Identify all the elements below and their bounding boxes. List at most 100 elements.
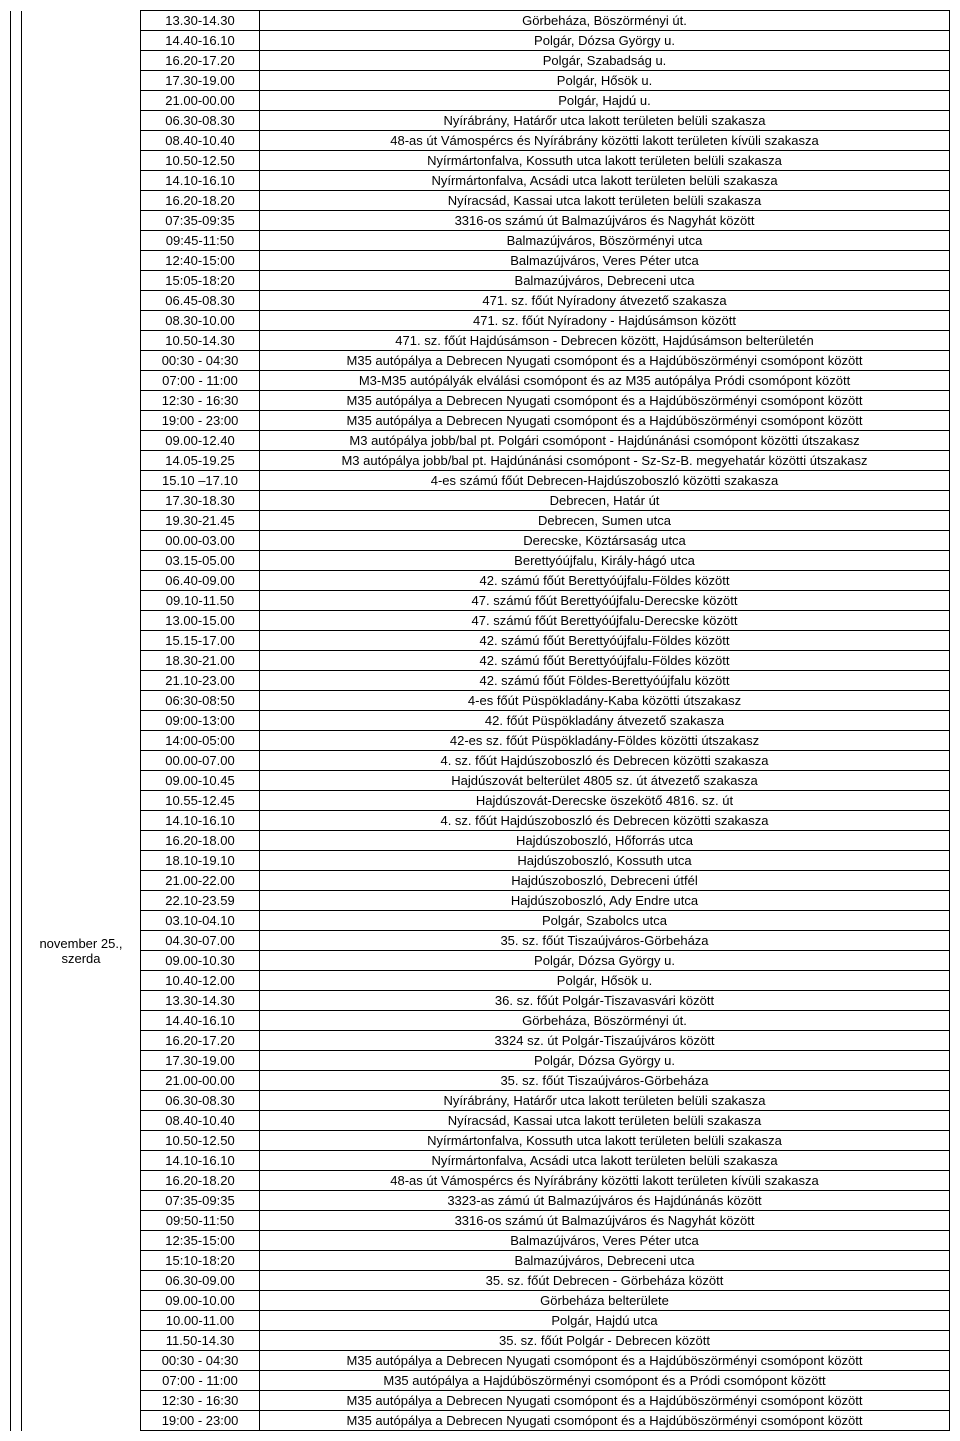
time-cell: 13.30-14.30 <box>141 11 260 31</box>
location-cell: 42. számú főút Berettyóújfalu-Földes köz… <box>260 571 950 591</box>
table-row: 09:00-13:0042. főút Püspökladány átvezet… <box>11 711 950 731</box>
table-row: 16.20-18.20Nyíracsád, Kassai utca lakott… <box>11 191 950 211</box>
time-cell: 12:30 - 16:30 <box>141 1391 260 1411</box>
location-cell: Polgár, Dózsa György u. <box>260 31 950 51</box>
location-cell: 42-es sz. főút Püspökladány-Földes közöt… <box>260 731 950 751</box>
location-cell: Berettyóújfalu, Király-hágó utca <box>260 551 950 571</box>
time-cell: 15.15-17.00 <box>141 631 260 651</box>
table-row: 15.15-17.0042. számú főút Berettyóújfalu… <box>11 631 950 651</box>
time-cell: 03.10-04.10 <box>141 911 260 931</box>
table-row: 07:35-09:353323-as zámú út Balmazújváros… <box>11 1191 950 1211</box>
location-cell: M35 autópálya a Debrecen Nyugati csomópo… <box>260 1351 950 1371</box>
location-cell: Balmazújváros, Veres Péter utca <box>260 1231 950 1251</box>
table-row: 16.20-18.2048-as út Vámospércs és Nyíráb… <box>11 1171 950 1191</box>
time-cell: 14:00-05:00 <box>141 731 260 751</box>
location-cell: 4-es főút Püspökladány-Kaba közötti útsz… <box>260 691 950 711</box>
location-cell: 35. sz. főút Polgár - Debrecen között <box>260 1331 950 1351</box>
time-cell: 15:10-18:20 <box>141 1251 260 1271</box>
table-row: 12:35-15:00Balmazújváros, Veres Péter ut… <box>11 1231 950 1251</box>
table-row: 08.30-10.00471. sz. főút Nyíradony - Haj… <box>11 311 950 331</box>
time-cell: 07:00 - 11:00 <box>141 371 260 391</box>
location-cell: Debrecen, Sumen utca <box>260 511 950 531</box>
location-cell: 3316-os számú út Balmazújváros és Nagyhá… <box>260 1211 950 1231</box>
location-cell: 471. sz. főút Nyíradony - Hajdúsámson kö… <box>260 311 950 331</box>
location-cell: 4. sz. főút Hajdúszoboszló és Debrecen k… <box>260 811 950 831</box>
location-cell: Hajdúszovát-Derecske öszekötő 4816. sz. … <box>260 791 950 811</box>
time-cell: 17.30-19.00 <box>141 1051 260 1071</box>
location-cell: Polgár, Hősök u. <box>260 71 950 91</box>
location-cell: 3323-as zámú út Balmazújváros és Hajdúná… <box>260 1191 950 1211</box>
location-cell: Hajdúszoboszló, Debreceni útfél <box>260 871 950 891</box>
time-cell: 06.40-09.00 <box>141 571 260 591</box>
outer-spacer <box>11 11 22 471</box>
location-cell: Polgár, Szabolcs utca <box>260 911 950 931</box>
location-cell: 47. számú főút Berettyóújfalu-Derecske k… <box>260 611 950 631</box>
location-cell: M35 autópálya a Debrecen Nyugati csomópo… <box>260 411 950 431</box>
table-row: 19:00 - 23:00M35 autópálya a Debrecen Ny… <box>11 1411 950 1431</box>
table-row: 16.20-18.00Hajdúszoboszló, Hőforrás utca <box>11 831 950 851</box>
time-cell: 16.20-18.20 <box>141 191 260 211</box>
time-cell: 04.30-07.00 <box>141 931 260 951</box>
time-cell: 06.45-08.30 <box>141 291 260 311</box>
table-row: 10.55-12.45Hajdúszovát-Derecske öszekötő… <box>11 791 950 811</box>
time-cell: 12:30 - 16:30 <box>141 391 260 411</box>
time-cell: 09.00-10.45 <box>141 771 260 791</box>
time-cell: 10.50-12.50 <box>141 151 260 171</box>
location-cell: Debrecen, Határ út <box>260 491 950 511</box>
location-cell: M35 autópálya a Debrecen Nyugati csomópo… <box>260 1391 950 1411</box>
location-cell: Derecske, Köztársaság utca <box>260 531 950 551</box>
location-cell: Nyírmártonfalva, Kossuth utca lakott ter… <box>260 151 950 171</box>
location-cell: Balmazújváros, Debreceni utca <box>260 271 950 291</box>
location-cell: 4. sz. főút Hajdúszoboszló és Debrecen k… <box>260 751 950 771</box>
table-row: 14:00-05:0042-es sz. főút Püspökladány-F… <box>11 731 950 751</box>
table-row: 12:30 - 16:30M35 autópálya a Debrecen Ny… <box>11 1391 950 1411</box>
time-cell: 14.40-16.10 <box>141 31 260 51</box>
table-row: 13.30-14.3036. sz. főút Polgár-Tiszavasv… <box>11 991 950 1011</box>
time-cell: 14.40-16.10 <box>141 1011 260 1031</box>
table-row: 17.30-19.00Polgár, Hősök u. <box>11 71 950 91</box>
table-row: 15:05-18:20Balmazújváros, Debreceni utca <box>11 271 950 291</box>
table-row: 11.50-14.3035. sz. főút Polgár - Debrece… <box>11 1331 950 1351</box>
table-row: 10.50-14.30471. sz. főút Hajdúsámson - D… <box>11 331 950 351</box>
table-row: 12:30 - 16:30M35 autópálya a Debrecen Ny… <box>11 391 950 411</box>
location-cell: Polgár, Hősök u. <box>260 971 950 991</box>
time-cell: 00.00-07.00 <box>141 751 260 771</box>
location-cell: 35. sz. főút Tiszaújváros-Görbeháza <box>260 931 950 951</box>
table-row: 21.00-00.0035. sz. főút Tiszaújváros-Gör… <box>11 1071 950 1091</box>
location-cell: 48-as út Vámospércs és Nyírábrány között… <box>260 131 950 151</box>
location-cell: 471. sz. főút Hajdúsámson - Debrecen köz… <box>260 331 950 351</box>
location-cell: 35. sz. főút Debrecen - Görbeháza között <box>260 1271 950 1291</box>
time-cell: 16.20-18.20 <box>141 1171 260 1191</box>
table-row: 06.30-08.30Nyírábrány, Határőr utca lako… <box>11 1091 950 1111</box>
time-cell: 09.00-10.30 <box>141 951 260 971</box>
location-cell: 3324 sz. út Polgár-Tiszaújváros között <box>260 1031 950 1051</box>
table-row: 00:30 - 04:30M35 autópálya a Debrecen Ny… <box>11 1351 950 1371</box>
location-cell: M35 autópálya a Debrecen Nyugati csomópo… <box>260 1411 950 1431</box>
time-cell: 14.05-19.25 <box>141 451 260 471</box>
time-cell: 10.50-14.30 <box>141 331 260 351</box>
time-cell: 09.00-12.40 <box>141 431 260 451</box>
time-cell: 21.00-22.00 <box>141 871 260 891</box>
location-cell: Nyírábrány, Határőr utca lakott területe… <box>260 1091 950 1111</box>
table-row: 14.05-19.25M3 autópálya jobb/bal pt. Haj… <box>11 451 950 471</box>
table-row: 08.40-10.40Nyíracsád, Kassai utca lakott… <box>11 1111 950 1131</box>
table-row: 21.10-23.0042. számú főút Földes-Beretty… <box>11 671 950 691</box>
location-cell: Polgár, Dózsa György u. <box>260 951 950 971</box>
table-row: 14.10-16.104. sz. főút Hajdúszoboszló és… <box>11 811 950 831</box>
location-cell: 3316-os számú út Balmazújváros és Nagyhá… <box>260 211 950 231</box>
time-cell: 08.40-10.40 <box>141 1111 260 1131</box>
location-cell: Polgár, Szabadság u. <box>260 51 950 71</box>
time-cell: 16.20-17.20 <box>141 51 260 71</box>
table-row: 21.00-00.00Polgár, Hajdú u. <box>11 91 950 111</box>
time-cell: 07:35-09:35 <box>141 211 260 231</box>
location-cell: 36. sz. főút Polgár-Tiszavasvári között <box>260 991 950 1011</box>
time-cell: 19:00 - 23:00 <box>141 1411 260 1431</box>
time-cell: 10.40-12.00 <box>141 971 260 991</box>
location-cell: Nyíracsád, Kassai utca lakott területen … <box>260 191 950 211</box>
location-cell: M3-M35 autópályák elválási csomópont és … <box>260 371 950 391</box>
location-cell: Görbeháza, Böszörményi út. <box>260 11 950 31</box>
table-row: 16.20-17.203324 sz. út Polgár-Tiszaújvár… <box>11 1031 950 1051</box>
table-row: 07:00 - 11:00M3-M35 autópályák elválási … <box>11 371 950 391</box>
location-cell: Hajdúszovát belterület 4805 sz. út átvez… <box>260 771 950 791</box>
table-row: 09.10-11.5047. számú főút Berettyóújfalu… <box>11 591 950 611</box>
